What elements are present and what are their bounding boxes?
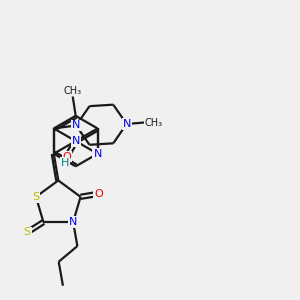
- Text: O: O: [94, 189, 103, 199]
- Text: N: N: [71, 136, 80, 146]
- Text: H: H: [61, 158, 69, 168]
- Text: S: S: [32, 192, 40, 202]
- Text: CH₃: CH₃: [64, 85, 82, 96]
- Text: N: N: [69, 217, 77, 227]
- Text: S: S: [23, 227, 31, 238]
- Text: CH₃: CH₃: [144, 118, 162, 128]
- Text: N: N: [93, 149, 102, 159]
- Text: O: O: [62, 152, 71, 161]
- Text: N: N: [122, 119, 131, 129]
- Text: N: N: [72, 121, 80, 130]
